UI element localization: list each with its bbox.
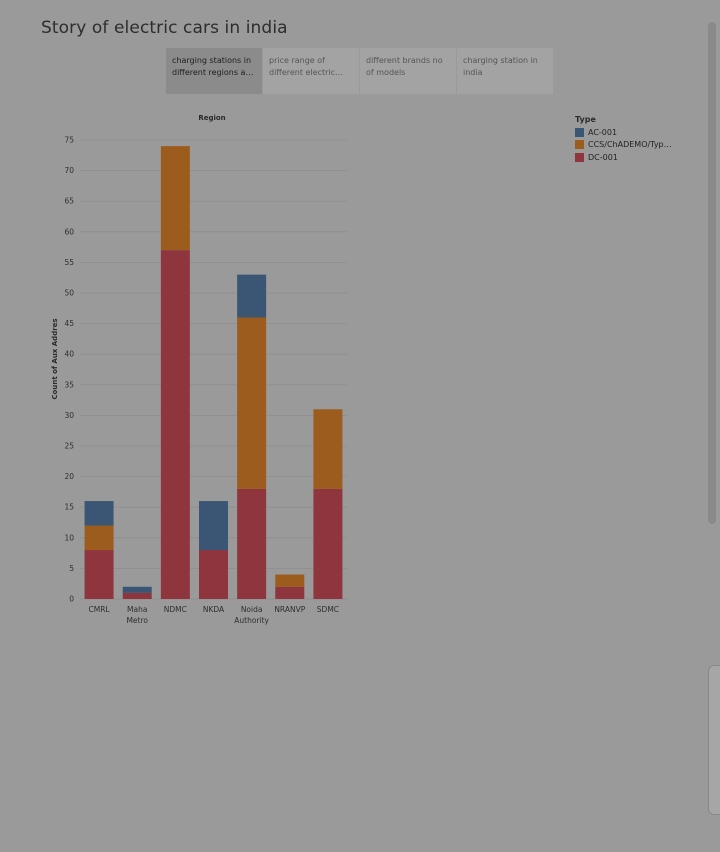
bar-segment[interactable]	[237, 274, 267, 318]
legend-item-ac-001[interactable]: AC-001	[575, 126, 673, 139]
bar-segment[interactable]	[313, 488, 343, 599]
y-tick-label: 15	[64, 503, 74, 512]
bar-segment[interactable]	[84, 501, 114, 526]
bar-segment[interactable]	[199, 550, 228, 599]
x-tick-label: NKDA	[203, 605, 225, 614]
bar-segment[interactable]	[84, 525, 114, 551]
tab-price-range[interactable]: price range of different electric cars..…	[263, 48, 359, 94]
axis-labels: 0 5 10 15 20 25 30 35 40 45 50 55 60 65 70 75 CMRL Maha Me…	[64, 136, 339, 626]
legend-swatch	[575, 152, 584, 162]
bar-segment[interactable]	[237, 317, 267, 489]
y-tick-label: 60	[64, 227, 74, 236]
x-tick-label: Metro	[126, 616, 148, 625]
legend-title: Type	[575, 115, 596, 124]
y-tick-label: 20	[64, 472, 74, 481]
legend-label: DC-001	[588, 152, 618, 162]
bar-segment[interactable]	[160, 146, 190, 251]
y-tick-label: 70	[64, 166, 74, 175]
bar-segment[interactable]	[313, 409, 343, 489]
legend-swatch	[575, 127, 584, 137]
x-tick-label: NRANVP	[274, 605, 305, 614]
legend-label: CCS/ChADEMO/Type ..	[588, 140, 673, 150]
bar-segment[interactable]	[122, 592, 152, 599]
legend-label: AC-001	[588, 127, 618, 137]
y-tick-label: 5	[69, 564, 74, 573]
y-tick-label: 45	[64, 319, 74, 328]
chart-title: Region	[198, 114, 225, 122]
y-tick-label: 30	[64, 411, 74, 420]
y-tick-label: 40	[64, 350, 74, 359]
legend-item-dc-001[interactable]: DC-001	[575, 151, 673, 164]
bars	[84, 146, 343, 599]
legend: Type AC-001 CCS/ChADEMO/Type .. DC-001	[575, 115, 673, 164]
x-tick-label: SDMC	[317, 605, 339, 614]
y-tick-label: 25	[64, 442, 74, 451]
x-tick-label: Authority	[234, 616, 269, 625]
bar-segment[interactable]	[84, 550, 114, 599]
tab-charging-station-india[interactable]: charging station in india	[457, 48, 553, 94]
y-tick-label: 0	[69, 595, 74, 604]
legend-swatch	[575, 140, 584, 150]
tab-brands-models[interactable]: different brands no of models	[360, 48, 456, 94]
y-tick-label: 10	[64, 533, 74, 542]
y-tick-label: 65	[64, 197, 74, 206]
x-tick-label: Noida	[241, 605, 263, 614]
bar-segment[interactable]	[199, 501, 228, 551]
y-tick-label: 75	[64, 136, 74, 145]
bar-segment[interactable]	[275, 574, 305, 587]
x-tick-label: Maha	[127, 605, 147, 614]
y-tick-label: 55	[64, 258, 74, 267]
y-tick-label: 35	[64, 380, 74, 389]
side-panel-handle[interactable]	[708, 665, 720, 815]
bar-segment[interactable]	[275, 586, 305, 599]
story-tabs: charging stations in different regions a…	[166, 48, 554, 94]
y-axis-title: Count of Aux Addres	[51, 318, 59, 399]
story-title: Story of electric cars in india	[41, 18, 288, 38]
x-tick-label: CMRL	[89, 605, 111, 614]
y-tick-label: 50	[64, 289, 74, 298]
x-tick-label: NDMC	[164, 605, 187, 614]
bar-segment[interactable]	[122, 586, 152, 593]
bar-segment[interactable]	[237, 488, 267, 599]
bar-segment[interactable]	[160, 250, 190, 599]
tab-charging-stations-regions[interactable]: charging stations in different regions a…	[166, 48, 262, 94]
vertical-scrollbar-thumb[interactable]	[708, 22, 716, 524]
legend-item-ccs-chademo[interactable]: CCS/ChADEMO/Type ..	[575, 139, 673, 152]
